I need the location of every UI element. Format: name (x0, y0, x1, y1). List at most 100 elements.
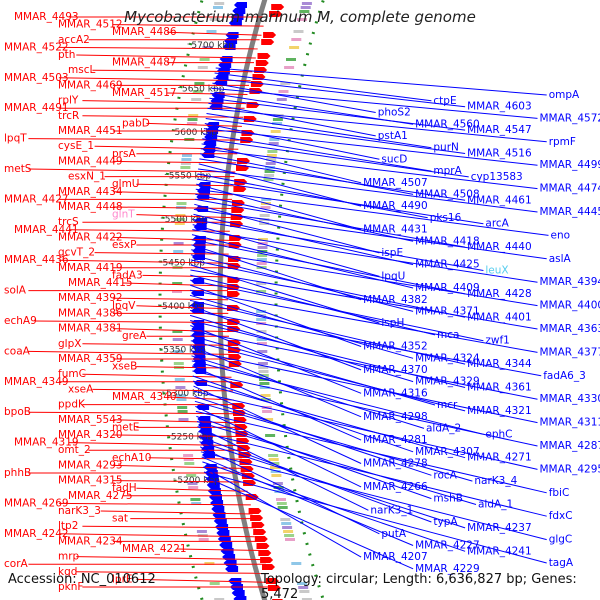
genome-stats-text: Topology: circular; Length: 6,636,827 bp… (261, 572, 577, 600)
feature-band (293, 30, 304, 33)
gene-label-connector (193, 390, 538, 470)
gene-label-forward: MMAR_4315 (58, 475, 123, 487)
gene-label-connector (201, 456, 414, 546)
feature-band (172, 338, 183, 341)
gene-label-forward: narK3_3 (58, 505, 101, 517)
gene-label-forward: echA10 (112, 452, 151, 464)
gene-label-forward: MMAR_4469 (58, 79, 123, 91)
feature-band (268, 454, 279, 457)
feature-band (268, 142, 279, 145)
reverse-gene-arrow (202, 452, 215, 458)
gene-label-connector (189, 294, 414, 359)
feature-band (281, 522, 292, 525)
feature-band (283, 530, 294, 533)
gene-label-reverse: glgC (549, 534, 573, 546)
gene-label-reverse: MMAR_4287 (540, 440, 600, 452)
gene-label-connector (202, 138, 469, 178)
gene-label-connector (197, 173, 428, 219)
forward-gene-arrow (255, 60, 269, 66)
gene-label-connector (193, 219, 484, 271)
feature-band (272, 118, 283, 121)
feature-band (265, 434, 276, 437)
gene-label-reverse: ompA (549, 89, 580, 101)
gene-label-connector (146, 122, 242, 127)
gene-label-connector (215, 67, 547, 96)
forward-gene-arrow (234, 424, 248, 430)
gene-label-forward: pth (58, 49, 75, 61)
feature-band (173, 350, 184, 353)
feature-band (188, 114, 199, 117)
gene-label-connector (203, 128, 538, 166)
gene-label-forward: MMAR_4422 (58, 231, 123, 243)
gene-label-connector (212, 82, 376, 113)
gene-label-forward: MMAR_4512 (58, 19, 123, 31)
gene-label-connector (142, 274, 229, 278)
gene-label-reverse: fdxC (549, 510, 573, 522)
accession-text: Accession: NC_010612 (8, 572, 156, 587)
feature-band (187, 482, 198, 485)
gene-label-forward: MMAR_4436 (4, 254, 69, 266)
forward-gene-arrow (231, 207, 245, 213)
feature-band (284, 534, 295, 537)
gene-label-forward: metE (112, 421, 139, 433)
feature-band (202, 46, 213, 49)
gene-label-connector (195, 193, 414, 242)
gene-label-connector (76, 54, 256, 59)
forward-gene-arrow (261, 39, 275, 45)
feature-band (278, 90, 289, 93)
gene-label-reverse: MMAR_4382 (363, 294, 428, 306)
feature-band (194, 82, 205, 85)
gene-label-connector (208, 102, 376, 137)
reverse-gene-arrow (206, 482, 220, 488)
feature-band (276, 502, 287, 505)
gene-label-connector (201, 143, 362, 184)
gene-label-connector (136, 183, 234, 187)
gene-label-forward: MMAR_4234 (58, 535, 123, 547)
gene-label-forward: glnT (112, 209, 135, 221)
feature-band (176, 398, 187, 401)
forward-gene-arrow (251, 522, 265, 528)
gene-label-connector (100, 510, 253, 515)
gene-label-forward: MMAR_4275 (68, 490, 133, 502)
gene-label-connector (193, 208, 547, 260)
feature-band (259, 214, 270, 217)
reverse-gene-arrow (231, 590, 245, 596)
feature-band (191, 502, 202, 505)
feature-band (270, 466, 280, 469)
forward-gene-arrow (248, 508, 262, 514)
gene-label-connector (82, 115, 244, 118)
gene-label-reverse: arcA (485, 218, 509, 230)
map-title: Mycobacterium marinum M, complete genome (124, 8, 476, 26)
gene-label-reverse: phoS2 (378, 107, 411, 119)
gene-label-reverse: MMAR_4321 (467, 405, 532, 417)
forward-gene-arrow (256, 543, 270, 549)
reverse-gene-arrow (234, 2, 247, 8)
reverse-gene-arrow (218, 62, 232, 68)
gene-label-forward: xseA (68, 383, 94, 395)
gene-label-forward: accA2 (58, 34, 90, 46)
feature-band (259, 386, 270, 389)
feature-band (183, 458, 194, 461)
gene-label-forward: MMAR_4503 (4, 72, 69, 84)
gene-label-reverse: eno (551, 229, 571, 241)
kbp-tick-label: 5450 kbp (163, 259, 206, 269)
gene-label-connector (112, 419, 237, 424)
feature-band (190, 498, 201, 501)
gene-label-connector (28, 138, 240, 141)
gene-label-connector (192, 224, 380, 277)
gene-label-connector (112, 24, 264, 27)
feature-band (172, 330, 183, 333)
gene-label-forward: MMAR_4359 (58, 353, 123, 365)
feature-band (181, 158, 192, 161)
gene-label-connector (190, 335, 436, 406)
feature-band (259, 222, 270, 225)
gene-label-connector (191, 239, 466, 295)
feature-band (176, 202, 187, 205)
feature-band (300, 6, 311, 9)
gene-label-connector (94, 252, 229, 255)
gene-label-reverse: MMAR_4547 (467, 124, 532, 136)
reverse-gene-arrow (213, 518, 227, 524)
kbp-tick-label: 5600 kbp (175, 128, 218, 138)
forward-gene-arrow (257, 53, 271, 59)
